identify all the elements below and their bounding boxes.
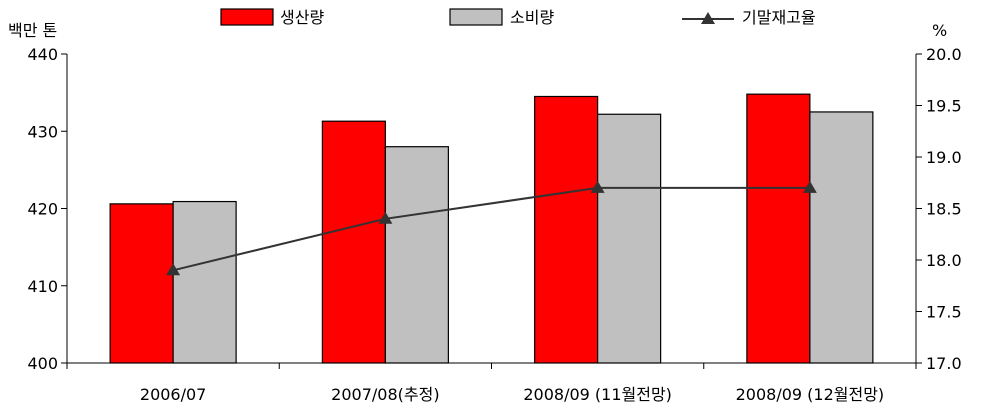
axes: 400 410 420 430 440 17.0 17.5 18.0 18.5 19.0 19.5 2… <box>27 45 961 404</box>
right-axis-tick-label: 17.5 <box>926 303 962 322</box>
x-axis-category-label: 2008/09 (12월전망) <box>736 385 885 404</box>
bars <box>109 93 874 364</box>
bar-production <box>746 93 811 364</box>
x-axis-category-label: 2008/09 (11월전망) <box>523 385 672 404</box>
right-axis-tick-label: 18.0 <box>926 251 962 270</box>
right-axis-tick-label: 19.5 <box>926 97 962 116</box>
left-axis-tick-label: 410 <box>27 277 58 296</box>
bar-production <box>534 95 599 364</box>
bar-consumption <box>597 113 662 364</box>
legend-item-production: 생산량 <box>220 8 324 27</box>
x-axis-category-label: 2006/07 <box>140 385 206 404</box>
left-axis-unit-label: 백만 톤 <box>8 21 57 40</box>
legend-marker-ending-stock-ratio <box>701 12 715 24</box>
left-axis-tick-label: 430 <box>27 122 58 141</box>
right-axis-tick-label: 19.0 <box>926 148 962 167</box>
bar-consumption <box>809 111 874 364</box>
legend-label-production: 생산량 <box>280 8 324 27</box>
point-ending-stock-ratio <box>590 180 605 193</box>
legend-label-consumption: 소비량 <box>510 8 554 27</box>
legend-item-ending-stock-ratio: 기말재고율 <box>682 8 816 27</box>
legend-label-ending-stock-ratio: 기말재고율 <box>742 8 816 27</box>
left-axis-tick-label: 420 <box>27 200 58 219</box>
right-axis-unit-label: % <box>932 21 947 40</box>
left-axis-tick-label: 440 <box>27 45 58 64</box>
point-ending-stock-ratio <box>166 263 181 276</box>
line-ending-stock-ratio <box>172 186 810 272</box>
right-axis-tick-label: 17.0 <box>926 354 962 373</box>
point-ending-stock-ratio <box>378 211 393 224</box>
right-axis-tick-label: 18.5 <box>926 200 962 219</box>
right-axis-tick-label: 20.0 <box>926 45 962 64</box>
legend: 생산량 소비량 기말재고율 <box>220 8 816 27</box>
legend-swatch-production <box>220 8 274 26</box>
x-axis-category-label: 2007/08(추정) <box>331 385 439 404</box>
point-ending-stock-ratio <box>802 180 817 193</box>
legend-item-consumption: 소비량 <box>449 8 554 27</box>
bar-production <box>321 120 386 364</box>
line-series <box>166 180 817 276</box>
left-axis-tick-label: 400 <box>27 354 58 373</box>
bar-consumption <box>172 200 237 364</box>
bar-consumption <box>384 146 449 364</box>
bar-production <box>109 203 174 364</box>
legend-swatch-consumption <box>449 8 503 26</box>
